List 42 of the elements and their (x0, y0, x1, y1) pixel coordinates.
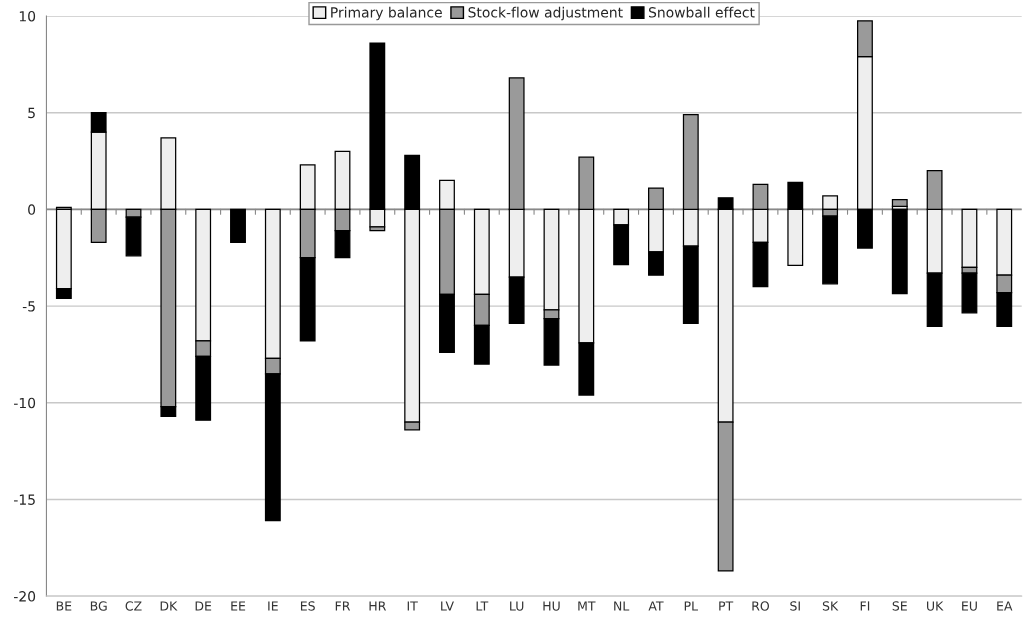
x-tick-label: MT (578, 601, 596, 611)
x-tick-label: IE (268, 601, 278, 611)
x-tick-label: LT (476, 601, 489, 611)
legend-label: Stock-flow adjustment (468, 6, 623, 21)
y-tick-label: -10 (14, 397, 36, 409)
legend-label: Snowball effect (648, 6, 755, 18)
y-tick-label: 10 (19, 10, 36, 22)
y-tick-label: 5 (28, 107, 35, 119)
x-tick-label: NL (614, 601, 630, 611)
x-tick-label: EA (997, 601, 1013, 611)
x-tick-label: ES (300, 601, 315, 611)
x-tick-label: EU (962, 601, 977, 611)
x-tick-label: DK (160, 601, 178, 611)
x-tick-label: HU (543, 601, 560, 611)
y-tick-label: 0 (28, 204, 36, 215)
y-tick-label: -20 (14, 591, 36, 602)
x-tick-label: CZ (125, 601, 142, 611)
x-tick-label: EE (231, 601, 246, 611)
x-tick-label: FR (335, 601, 351, 611)
x-tick-label: SK (822, 601, 839, 611)
x-tick-label: DE (195, 601, 212, 611)
x-tick-label: LV (441, 601, 454, 611)
x-tick-label: SE (892, 601, 907, 611)
bar (230, 208, 246, 243)
x-tick-label: HR (369, 601, 387, 611)
x-tick-label: LU (510, 601, 524, 611)
y-tick-label: -5 (22, 301, 35, 312)
x-tick-label: BG (90, 601, 107, 611)
x-tick-label: PL (684, 601, 698, 611)
x-tick-label: IT (407, 601, 418, 611)
x-tick-label: BE (56, 601, 72, 611)
x-tick-label: SI (790, 601, 800, 611)
legend-label: Primary balance (331, 6, 442, 21)
x-tick-label: FI (860, 601, 870, 611)
y-tick-label: -15 (14, 494, 35, 505)
bar (891, 208, 908, 295)
x-tick-label: AT (648, 601, 664, 611)
x-tick-label: RO (752, 601, 770, 611)
bar (961, 208, 978, 269)
x-tick-label: PT (719, 601, 734, 611)
x-tick-label: UK (927, 601, 944, 611)
bar (891, 199, 908, 208)
